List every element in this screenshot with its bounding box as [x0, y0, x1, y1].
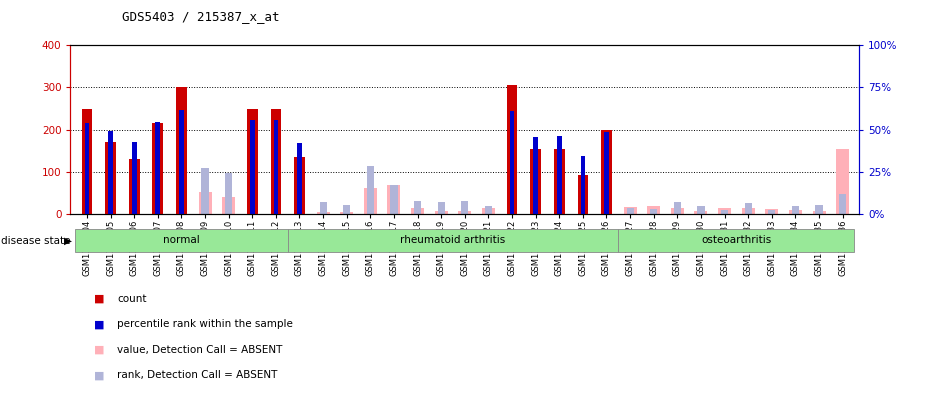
Bar — [270, 109, 281, 214]
Bar — [789, 210, 802, 214]
Bar — [626, 208, 634, 214]
Text: rheumatoid arthritis: rheumatoid arthritis — [400, 235, 505, 245]
Bar — [742, 208, 755, 214]
Bar — [695, 211, 707, 214]
Bar — [745, 203, 752, 214]
Bar — [294, 157, 305, 214]
Bar — [768, 210, 776, 214]
Bar — [75, 229, 287, 252]
Bar — [812, 211, 825, 214]
Bar — [485, 206, 492, 214]
Text: ■: ■ — [94, 294, 104, 304]
Text: disease state: disease state — [1, 236, 70, 246]
Bar — [650, 209, 657, 214]
Bar — [297, 143, 301, 214]
Bar — [670, 208, 684, 214]
Bar — [316, 212, 330, 214]
Bar — [225, 173, 232, 214]
Bar — [363, 188, 377, 214]
Bar — [391, 185, 397, 214]
Text: ■: ■ — [94, 370, 104, 380]
Bar — [105, 142, 115, 214]
Bar — [247, 109, 257, 214]
Bar — [156, 122, 161, 214]
Bar — [721, 210, 728, 214]
Bar — [557, 136, 562, 214]
Bar — [510, 111, 515, 214]
Bar — [618, 229, 854, 252]
Text: ■: ■ — [94, 345, 104, 355]
Bar — [580, 156, 585, 214]
Bar — [319, 202, 327, 214]
Text: rank, Detection Call = ABSENT: rank, Detection Call = ABSENT — [117, 370, 278, 380]
Bar — [367, 165, 374, 214]
Bar — [85, 123, 89, 214]
Bar — [223, 197, 235, 214]
Bar — [765, 209, 778, 214]
Bar — [577, 175, 588, 214]
Bar — [601, 130, 612, 214]
Bar — [698, 206, 704, 214]
Bar — [179, 110, 184, 214]
Bar — [604, 132, 608, 214]
Bar — [647, 206, 660, 214]
Text: percentile rank within the sample: percentile rank within the sample — [117, 319, 293, 329]
Text: normal: normal — [163, 235, 200, 245]
Bar — [554, 149, 564, 214]
Bar — [839, 194, 846, 214]
Text: osteoarthritis: osteoarthritis — [701, 235, 772, 245]
Bar — [177, 87, 187, 214]
Bar — [340, 212, 353, 214]
Text: count: count — [117, 294, 146, 304]
Bar — [482, 208, 495, 214]
Bar — [792, 206, 799, 214]
Bar — [414, 201, 421, 214]
Text: value, Detection Call = ABSENT: value, Detection Call = ABSENT — [117, 345, 283, 355]
Bar — [718, 208, 731, 214]
Bar — [388, 185, 400, 214]
Bar — [507, 85, 517, 214]
Bar — [343, 205, 350, 214]
Bar — [461, 201, 469, 214]
Bar — [82, 108, 92, 214]
Bar — [531, 149, 541, 214]
Bar — [202, 168, 208, 214]
Bar — [131, 142, 136, 214]
Bar — [108, 131, 113, 214]
Bar — [250, 120, 254, 214]
Bar — [198, 192, 211, 214]
Bar — [287, 229, 618, 252]
Bar — [836, 149, 849, 214]
Bar — [533, 137, 538, 214]
Bar — [411, 208, 424, 214]
Bar — [152, 123, 163, 214]
Text: ▶: ▶ — [64, 236, 72, 246]
Bar — [674, 202, 681, 214]
Bar — [815, 205, 823, 214]
Bar — [129, 159, 140, 214]
Text: GDS5403 / 215387_x_at: GDS5403 / 215387_x_at — [122, 10, 280, 23]
Bar — [623, 207, 637, 214]
Bar — [458, 211, 471, 214]
Bar — [273, 120, 278, 214]
Bar — [435, 211, 448, 214]
Text: ■: ■ — [94, 319, 104, 329]
Bar — [438, 202, 445, 214]
